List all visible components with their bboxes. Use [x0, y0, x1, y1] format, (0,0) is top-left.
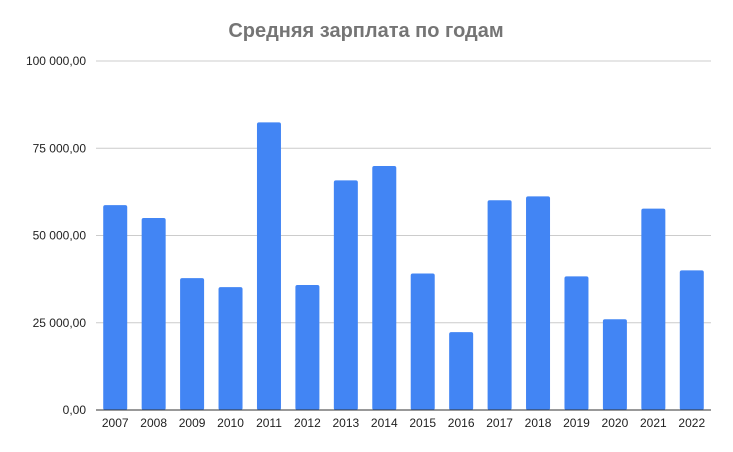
x-tick-label: 2007	[102, 416, 129, 430]
bar-2011	[256, 122, 281, 410]
bar-2016	[449, 332, 474, 410]
x-tick-label: 2013	[332, 416, 359, 430]
y-tick-label: 75 000,00	[33, 141, 87, 155]
y-tick-label: 0,00	[63, 403, 87, 417]
bar-2010	[218, 287, 243, 410]
x-tick-label: 2015	[409, 416, 436, 430]
bar-2019	[564, 276, 589, 410]
x-axis-tick-labels: 2007 2008 2009 2010 2011 2012 2013 2014 2015 2016…	[102, 416, 706, 430]
x-tick-label: 2010	[217, 416, 244, 430]
bar-2008	[141, 218, 166, 410]
bar-2013	[333, 180, 358, 410]
x-tick-label: 2019	[563, 416, 590, 430]
bars	[103, 122, 704, 410]
bar-2009	[180, 278, 205, 410]
bar-2021	[641, 208, 666, 410]
x-tick-label: 2020	[602, 416, 629, 430]
x-tick-label: 2014	[371, 416, 398, 430]
x-tick-label: 2016	[448, 416, 475, 430]
bar-2017	[487, 200, 512, 410]
bar-2022	[679, 270, 704, 410]
bar-2020	[602, 319, 627, 410]
x-tick-label: 2011	[256, 416, 282, 430]
x-tick-label: 2017	[486, 416, 513, 430]
x-tick-label: 2009	[179, 416, 206, 430]
bar-2015	[410, 273, 435, 410]
y-tick-label: 50 000,00	[33, 229, 87, 243]
bar-2012	[295, 285, 320, 410]
bar-2018	[526, 196, 551, 410]
x-tick-label: 2018	[525, 416, 552, 430]
bar-2007	[103, 205, 128, 410]
x-tick-label: 2022	[678, 416, 705, 430]
x-tick-label: 2008	[140, 416, 167, 430]
x-tick-label: 2021	[640, 416, 667, 430]
y-axis-tick-labels: 0,00 25 000,00 50 000,00 75 000,00 100 000,0…	[26, 54, 86, 417]
y-tick-label: 25 000,00	[33, 316, 87, 330]
chart-title: Средняя зарплата по годам	[228, 20, 503, 42]
x-tick-label: 2012	[294, 416, 321, 430]
y-tick-label: 100 000,00	[26, 54, 86, 68]
bar-2014	[372, 166, 397, 410]
